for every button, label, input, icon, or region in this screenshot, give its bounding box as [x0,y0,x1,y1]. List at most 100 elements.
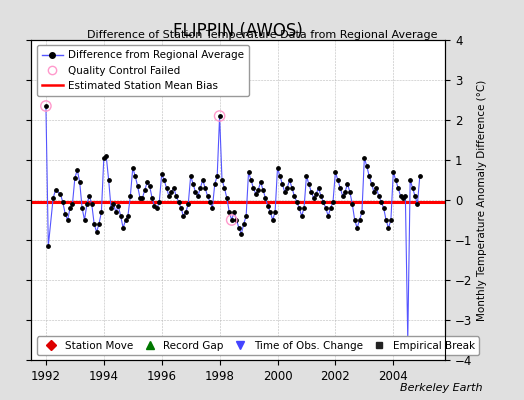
Point [389,169,398,175]
Point [51,187,60,193]
Point [92,229,101,235]
Point [134,183,142,189]
Point [75,179,84,185]
Point [259,187,267,193]
Point [66,205,74,211]
Point [80,217,89,223]
Point [83,201,91,207]
Point [152,205,161,211]
Point [266,209,275,215]
Point [230,209,238,215]
Point [85,193,93,199]
Point [348,201,356,207]
Point [165,193,173,199]
Point [102,153,111,159]
Point [416,173,424,179]
Point [331,169,340,175]
Point [411,193,419,199]
Point [324,213,332,219]
Point [252,191,260,197]
Point [256,179,265,185]
Point [88,201,96,207]
Point [249,185,258,191]
Point [403,337,412,343]
Point [114,203,123,209]
Point [227,217,236,223]
Point [68,201,77,207]
Point [300,205,308,211]
Point [394,185,402,191]
Point [264,203,272,209]
Legend: Station Move, Record Gap, Time of Obs. Change, Empirical Break: Station Move, Record Gap, Time of Obs. C… [37,336,479,355]
Point [391,177,400,183]
Point [44,243,52,249]
Point [107,205,115,211]
Point [56,191,64,197]
Point [220,185,228,191]
Point [97,209,106,215]
Point [355,217,364,223]
Point [292,199,301,205]
Point [160,177,168,183]
Point [177,205,185,211]
Point [304,181,313,187]
Point [302,173,311,179]
Point [360,155,368,161]
Point [203,193,212,199]
Text: Difference of Station Temperature Data from Regional Average: Difference of Station Temperature Data f… [87,30,437,40]
Point [334,177,342,183]
Point [372,185,380,191]
Point [298,213,306,219]
Point [143,179,151,185]
Point [146,183,154,189]
Point [194,193,202,199]
Point [191,189,200,195]
Point [213,173,222,179]
Point [367,181,376,187]
Point [261,195,270,201]
Point [187,173,195,179]
Point [167,189,176,195]
Point [413,201,422,207]
Point [172,193,180,199]
Point [128,165,137,171]
Point [179,213,188,219]
Point [237,231,246,237]
Point [401,193,410,199]
Point [307,189,315,195]
Point [71,175,79,181]
Point [124,213,132,219]
Point [189,181,197,187]
Point [235,225,243,231]
Point [196,185,204,191]
Point [316,193,325,199]
Point [122,217,130,223]
Point [274,165,282,171]
Point [276,173,284,179]
Point [211,181,219,187]
Point [365,173,374,179]
Point [61,211,69,217]
Point [136,195,144,201]
Point [382,217,390,223]
Point [377,199,386,205]
Point [158,171,166,177]
Point [90,221,99,227]
Point [358,209,366,215]
Point [280,189,289,195]
Point [343,181,352,187]
Point [73,167,81,173]
Point [239,221,248,227]
Point [406,177,414,183]
Point [283,185,291,191]
Point [208,205,216,211]
Point [370,189,378,195]
Point [351,217,359,223]
Point [42,103,50,109]
Y-axis label: Monthly Temperature Anomaly Difference (°C): Monthly Temperature Anomaly Difference (… [477,79,487,321]
Point [201,185,209,191]
Point [199,177,207,183]
Point [278,181,287,187]
Point [326,205,335,211]
Point [379,205,388,211]
